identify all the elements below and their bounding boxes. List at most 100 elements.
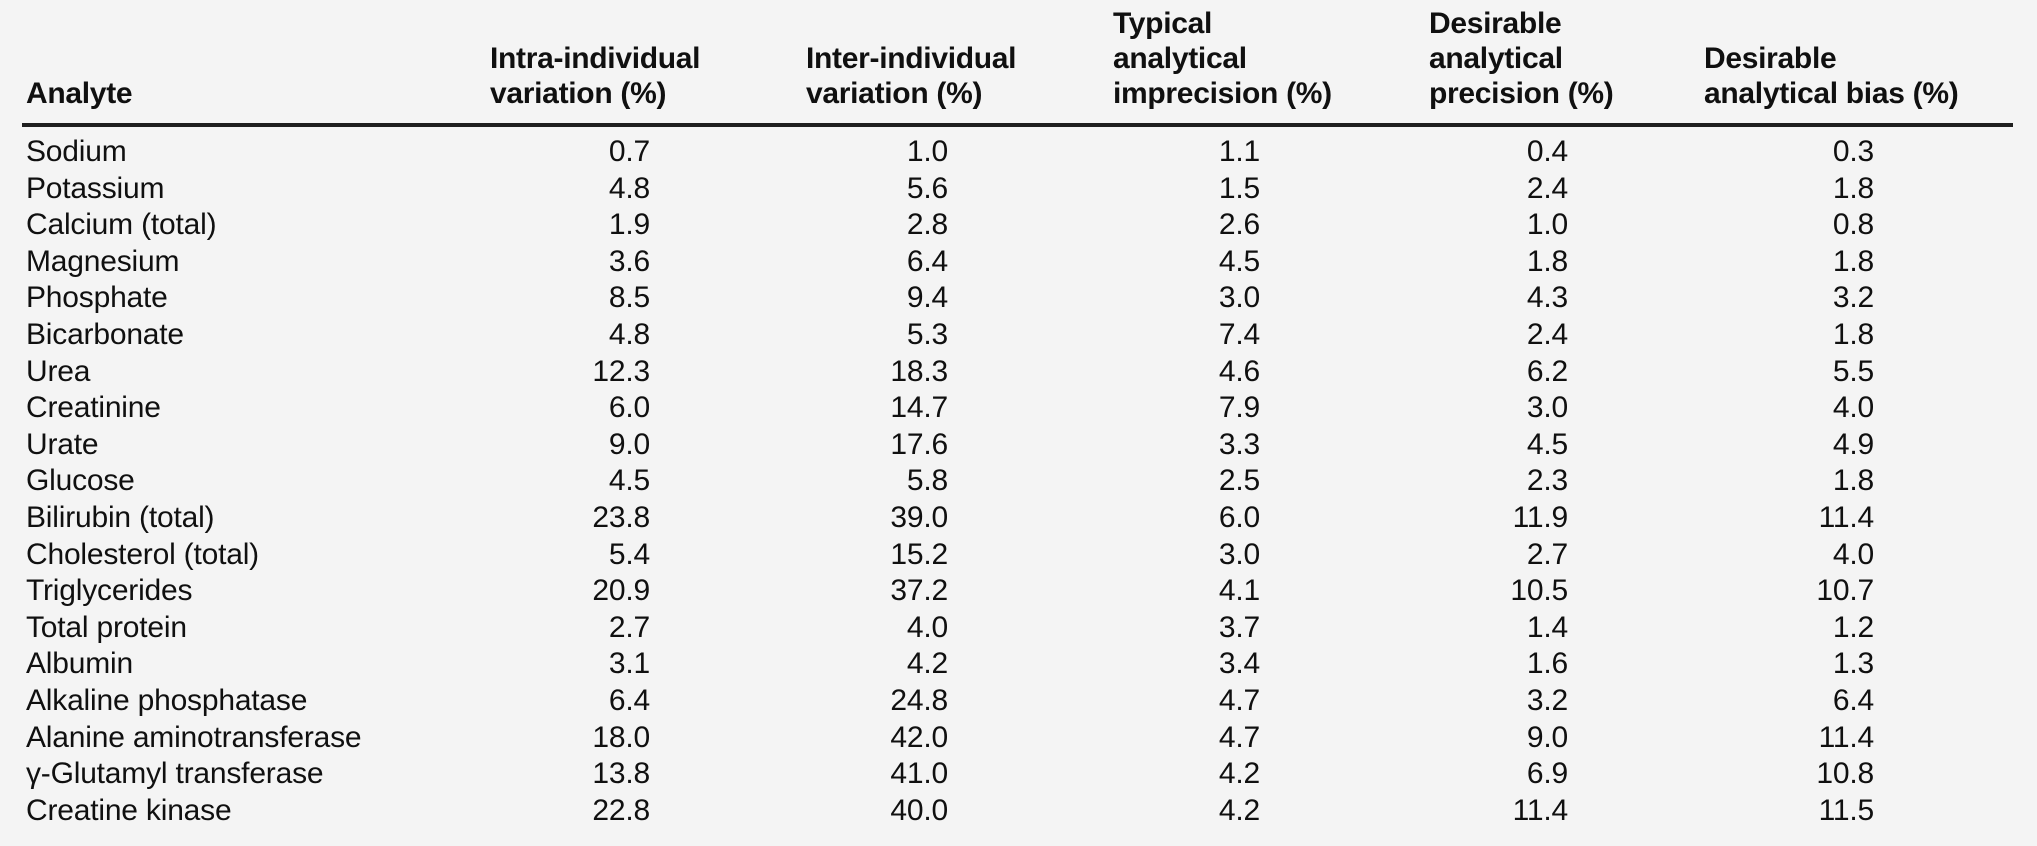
value-cell-intra_individual_variation: 4.8 — [608, 317, 650, 351]
analyte-name: Total protein — [26, 610, 187, 644]
value-cell-inter_individual_variation: 18.3 — [890, 354, 948, 388]
value-cell-intra_individual_variation: 6.0 — [608, 391, 650, 425]
column-header-desirable-analytical-precision: Desirable analytical precision (%) — [1380, 0, 1660, 127]
analyte-name: Cholesterol (total) — [26, 537, 259, 571]
column-header-inter-individual-variation: Inter-individual variation (%) — [740, 0, 1060, 127]
value-cell-typical_analytical_imprecision: 4.2 — [1218, 757, 1260, 791]
table-row: Potassium 4.8 5.6 1.5 2.4 1.8 — [22, 171, 2013, 208]
value-cell-typical_analytical_imprecision: 3.0 — [1218, 537, 1260, 571]
analyte-name: Sodium — [26, 135, 127, 168]
value-cell-intra_individual_variation: 23.8 — [592, 500, 650, 534]
value-cell-intra_individual_variation: 4.8 — [608, 171, 650, 205]
value-cell-inter_individual_variation: 17.6 — [890, 427, 948, 461]
value-cell-desirable_analytical_precision: 1.6 — [1526, 647, 1568, 681]
analyte-name: Potassium — [26, 171, 165, 205]
table-row: Sodium 0.7 1.0 1.1 0.4 0.3 — [22, 125, 2013, 171]
table-row: Bilirubin (total) 23.8 39.0 6.0 11.9 11.4 — [22, 500, 2013, 537]
value-cell-intra_individual_variation: 8.5 — [608, 281, 650, 315]
table-row: Triglycerides 20.9 37.2 4.1 10.5 10.7 — [22, 573, 2013, 610]
value-cell-typical_analytical_imprecision: 3.4 — [1218, 647, 1260, 681]
value-cell-desirable_analytical_precision: 1.4 — [1526, 610, 1568, 644]
value-cell-intra_individual_variation: 2.7 — [608, 610, 650, 644]
analyte-name: Creatinine — [26, 391, 161, 425]
table-row: Cholesterol (total) 5.4 15.2 3.0 2.7 4.0 — [22, 537, 2013, 574]
value-cell-intra_individual_variation: 13.8 — [592, 757, 650, 791]
value-cell-desirable_analytical_precision: 1.8 — [1526, 244, 1568, 278]
value-cell-inter_individual_variation: 24.8 — [890, 683, 948, 717]
value-cell-desirable_analytical_precision: 4.5 — [1526, 427, 1568, 461]
table-row: γ-Glutamyl transferase 13.8 41.0 4.2 6.9 10.8 — [22, 756, 2013, 793]
value-cell-inter_individual_variation: 4.0 — [906, 610, 948, 644]
value-cell-typical_analytical_imprecision: 1.5 — [1218, 171, 1260, 205]
value-cell-desirable_analytical_precision: 10.5 — [1510, 574, 1568, 608]
value-cell-desirable_analytical_bias: 1.2 — [1832, 610, 1874, 644]
table-row: Urate 9.0 17.6 3.3 4.5 4.9 — [22, 427, 2013, 464]
value-cell-inter_individual_variation: 15.2 — [890, 537, 948, 571]
value-cell-typical_analytical_imprecision: 7.4 — [1218, 317, 1260, 351]
analyte-name: Bicarbonate — [26, 317, 184, 351]
value-cell-desirable_analytical_bias: 4.9 — [1832, 427, 1874, 461]
value-cell-typical_analytical_imprecision: 3.7 — [1218, 610, 1260, 644]
value-cell-intra_individual_variation: 20.9 — [592, 574, 650, 608]
value-cell-intra_individual_variation: 3.6 — [608, 244, 650, 278]
value-cell-desirable_analytical_precision: 2.4 — [1526, 171, 1568, 205]
value-cell-desirable_analytical_bias: 5.5 — [1832, 354, 1874, 388]
analyte-name: γ-Glutamyl transferase — [26, 757, 324, 791]
table-row: Albumin 3.1 4.2 3.4 1.6 1.3 — [22, 646, 2013, 683]
value-cell-desirable_analytical_precision: 2.3 — [1526, 464, 1568, 498]
value-cell-typical_analytical_imprecision: 4.7 — [1218, 683, 1260, 717]
value-cell-intra_individual_variation: 12.3 — [592, 354, 650, 388]
value-cell-typical_analytical_imprecision: 6.0 — [1218, 500, 1260, 534]
value-cell-typical_analytical_imprecision: 4.6 — [1218, 354, 1260, 388]
column-header-desirable-analytical-bias: Desirable analytical bias (%) — [1660, 0, 2013, 127]
value-cell-desirable_analytical_bias: 10.7 — [1816, 574, 1874, 608]
analyte-name: Magnesium — [26, 244, 180, 278]
value-cell-desirable_analytical_precision: 2.7 — [1526, 537, 1568, 571]
value-cell-typical_analytical_imprecision: 3.3 — [1218, 427, 1260, 461]
table-row: Magnesium 3.6 6.4 4.5 1.8 1.8 — [22, 244, 2013, 281]
analyte-name: Phosphate — [26, 281, 168, 315]
value-cell-desirable_analytical_precision: 4.3 — [1526, 281, 1568, 315]
value-cell-desirable_analytical_bias: 3.2 — [1832, 281, 1874, 315]
value-cell-desirable_analytical_bias: 4.0 — [1832, 391, 1874, 425]
value-cell-desirable_analytical_precision: 11.4 — [1512, 793, 1569, 827]
value-cell-desirable_analytical_bias: 10.8 — [1816, 757, 1874, 791]
table-row: Alanine aminotransferase 18.0 42.0 4.7 9.0 11… — [22, 720, 2013, 757]
value-cell-desirable_analytical_precision: 2.4 — [1526, 317, 1568, 351]
value-cell-intra_individual_variation: 4.5 — [608, 464, 650, 498]
value-cell-inter_individual_variation: 41.0 — [890, 757, 948, 791]
analyte-name: Creatine kinase — [26, 793, 232, 827]
value-cell-desirable_analytical_bias: 4.0 — [1832, 537, 1874, 571]
value-cell-typical_analytical_imprecision: 2.6 — [1218, 208, 1260, 242]
table-row: Alkaline phosphatase 6.4 24.8 4.7 3.2 6.4 — [22, 683, 2013, 720]
value-cell-desirable_analytical_precision: 3.2 — [1526, 683, 1568, 717]
value-cell-typical_analytical_imprecision: 4.5 — [1218, 244, 1260, 278]
value-cell-inter_individual_variation: 9.4 — [906, 281, 948, 315]
analyte-name: Urate — [26, 427, 99, 461]
value-cell-intra_individual_variation: 1.9 — [608, 208, 650, 242]
analyte-name: Triglycerides — [26, 574, 193, 608]
table-row: Bicarbonate 4.8 5.3 7.4 2.4 1.8 — [22, 317, 2013, 354]
value-cell-inter_individual_variation: 4.2 — [906, 647, 948, 681]
value-cell-desirable_analytical_bias: 1.8 — [1832, 171, 1874, 205]
value-cell-desirable_analytical_precision: 6.9 — [1526, 757, 1568, 791]
value-cell-inter_individual_variation: 5.6 — [906, 171, 948, 205]
value-cell-inter_individual_variation: 2.8 — [906, 208, 948, 242]
value-cell-desirable_analytical_bias: 1.8 — [1832, 244, 1874, 278]
table-row: Phosphate 8.5 9.4 3.0 4.3 3.2 — [22, 280, 2013, 317]
value-cell-inter_individual_variation: 5.8 — [906, 464, 948, 498]
value-cell-desirable_analytical_precision: 0.4 — [1526, 135, 1568, 168]
value-cell-desirable_analytical_bias: 1.3 — [1832, 647, 1874, 681]
table-row: Urea 12.3 18.3 4.6 6.2 5.5 — [22, 354, 2013, 391]
value-cell-desirable_analytical_bias: 0.8 — [1832, 208, 1874, 242]
value-cell-desirable_analytical_precision: 11.9 — [1512, 500, 1569, 534]
table-row: Total protein 2.7 4.0 3.7 1.4 1.2 — [22, 610, 2013, 647]
value-cell-inter_individual_variation: 1.0 — [906, 135, 948, 168]
value-cell-desirable_analytical_bias: 1.8 — [1832, 464, 1874, 498]
table-row: Creatinine 6.0 14.7 7.9 3.0 4.0 — [22, 390, 2013, 427]
column-header-intra-individual-variation: Intra-individual variation (%) — [460, 0, 740, 127]
table-row: Creatine kinase 22.8 40.0 4.2 11.4 11.5 — [22, 793, 2013, 830]
value-cell-typical_analytical_imprecision: 4.1 — [1218, 574, 1260, 608]
value-cell-desirable_analytical_precision: 1.0 — [1526, 208, 1568, 242]
